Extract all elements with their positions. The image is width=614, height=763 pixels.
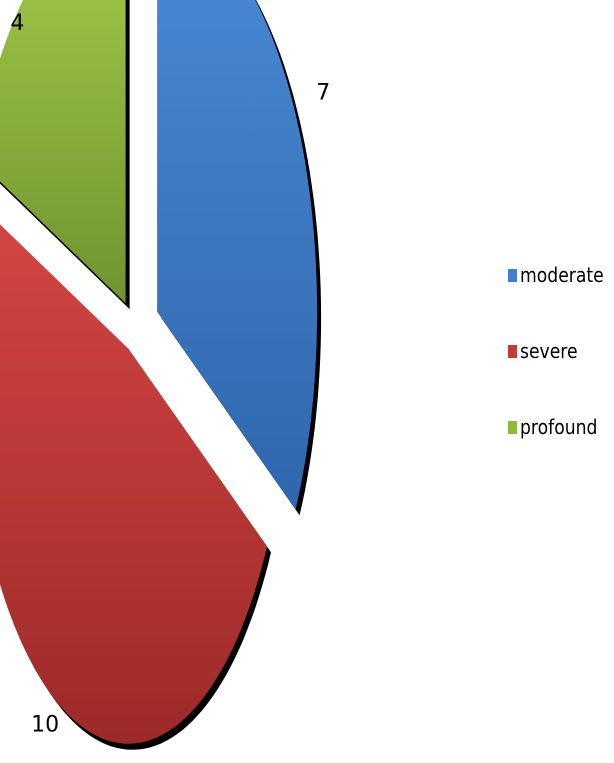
data-labels: 7 10 4: [10, 11, 330, 738]
legend-label-severe: severe: [520, 339, 578, 363]
legend-swatch-severe: [508, 345, 517, 358]
legend-label-profound: profound: [520, 415, 598, 439]
slice-moderate[interactable]: [157, 0, 318, 510]
data-label-profound: 4: [10, 11, 24, 36]
legend: moderate severe profound: [508, 262, 612, 490]
legend-item-profound[interactable]: profound: [508, 414, 612, 450]
legend-item-severe[interactable]: severe: [508, 338, 612, 374]
legend-swatch-moderate: [508, 269, 517, 282]
data-label-moderate: 7: [316, 80, 330, 105]
slice-profound[interactable]: [0, 0, 126, 304]
slice-severe[interactable]: [0, 205, 267, 744]
legend-swatch-profound: [508, 421, 517, 434]
data-label-severe: 10: [31, 713, 59, 738]
legend-item-moderate[interactable]: moderate: [508, 262, 612, 298]
slices: [0, 0, 318, 744]
legend-label-moderate: moderate: [520, 263, 604, 287]
